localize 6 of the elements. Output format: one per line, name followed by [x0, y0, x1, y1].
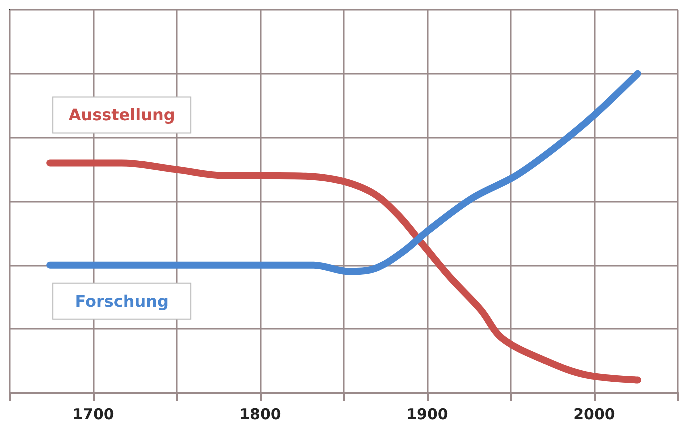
series-label: Forschung — [75, 292, 169, 311]
x-tick-label: 1700 — [72, 406, 114, 424]
x-tick-label: 1800 — [240, 406, 282, 424]
x-tick-label: 2000 — [574, 406, 616, 424]
x-tick-label: 1900 — [406, 406, 448, 424]
text: Ausstellung — [68, 106, 176, 125]
